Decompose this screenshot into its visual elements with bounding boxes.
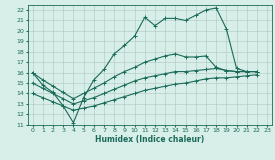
X-axis label: Humidex (Indice chaleur): Humidex (Indice chaleur) xyxy=(95,135,205,144)
